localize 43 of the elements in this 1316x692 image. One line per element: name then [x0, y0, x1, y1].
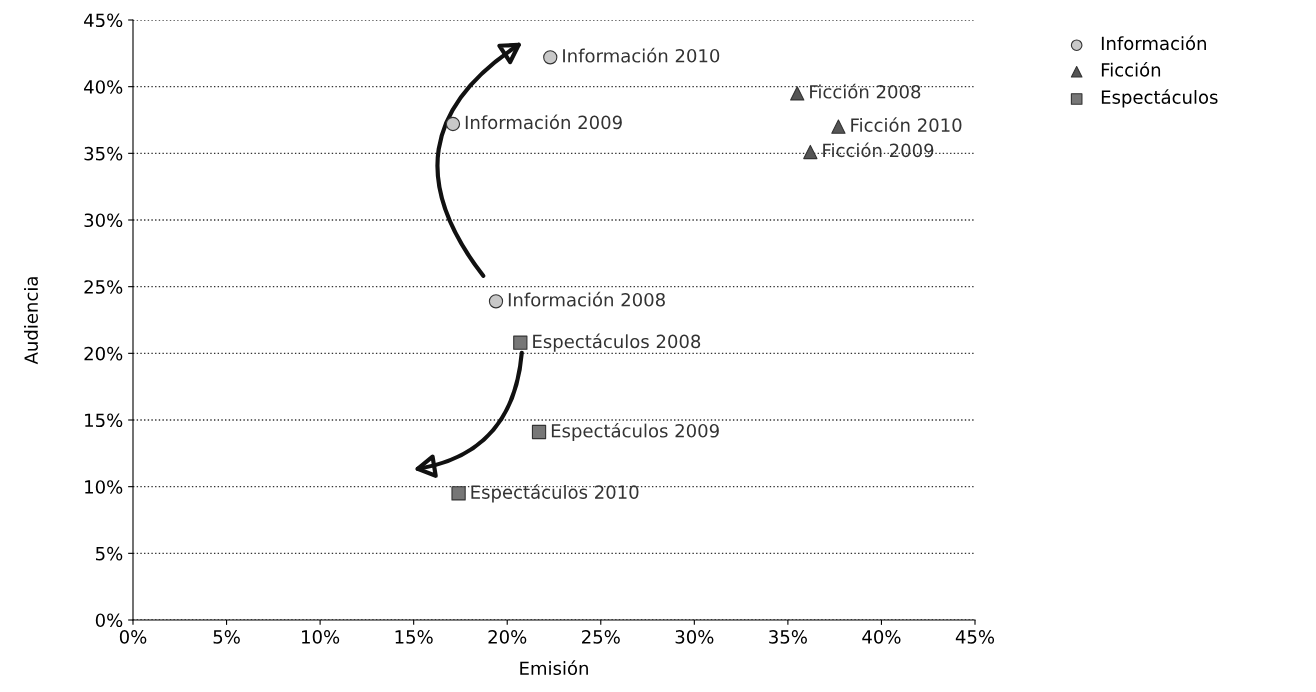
y-tick-label: 15%: [85, 413, 123, 428]
x-tick-label: 30%: [675, 630, 714, 644]
x-tick-label: 10%: [302, 630, 340, 644]
point: [445, 116, 461, 132]
x-tick-label: 15%: [395, 630, 433, 644]
annotation: Espectáculos 2008: [533, 333, 701, 352]
point: [488, 294, 504, 309]
annotation: Información 2010: [563, 47, 720, 63]
point: [451, 486, 466, 501]
annotation: Ficción 2010: [851, 117, 962, 132]
y-axis-title: Audiencia: [24, 277, 38, 365]
point: [803, 144, 818, 160]
annotation: Información 2008: [508, 291, 665, 307]
x-tick-label: 40%: [862, 630, 901, 644]
y-tick-label: 40%: [84, 80, 123, 94]
point: [531, 424, 547, 440]
y-tick-label: 30%: [84, 213, 123, 228]
x-tick-label: 0%: [119, 630, 147, 644]
annotation: Ficción 2009: [823, 142, 934, 158]
y-tick-label: 35%: [84, 146, 123, 161]
legend-label: Espectáculos: [1101, 89, 1218, 108]
point: [543, 50, 558, 65]
y-tick-label: 10%: [85, 480, 123, 494]
y-tick-label: 25%: [84, 280, 123, 294]
x-tick-label: 25%: [582, 630, 620, 644]
annotation: Espectáculos 2010: [471, 484, 639, 503]
point: [790, 86, 805, 101]
y-tick-label: 45%: [84, 13, 123, 28]
y-tick-label: 5%: [96, 546, 123, 561]
x-tick-label: 5%: [213, 630, 240, 644]
x-axis-title: Emisión: [520, 660, 588, 676]
x-tick-label: 20%: [488, 630, 527, 644]
x-tick-label: 35%: [769, 630, 807, 644]
annotation: Ficción 2008: [810, 83, 921, 99]
y-tick-label: 0%: [95, 613, 123, 628]
y-tick-label: 20%: [84, 346, 123, 361]
legend-label: Información: [1101, 35, 1206, 51]
point: [513, 335, 528, 350]
annotation: Información 2009: [465, 114, 622, 130]
x-tick-label: 45%: [955, 630, 995, 644]
point: [831, 119, 846, 134]
legend-label: Ficción: [1101, 62, 1161, 77]
annotation: Espectáculos 2009: [551, 422, 719, 442]
